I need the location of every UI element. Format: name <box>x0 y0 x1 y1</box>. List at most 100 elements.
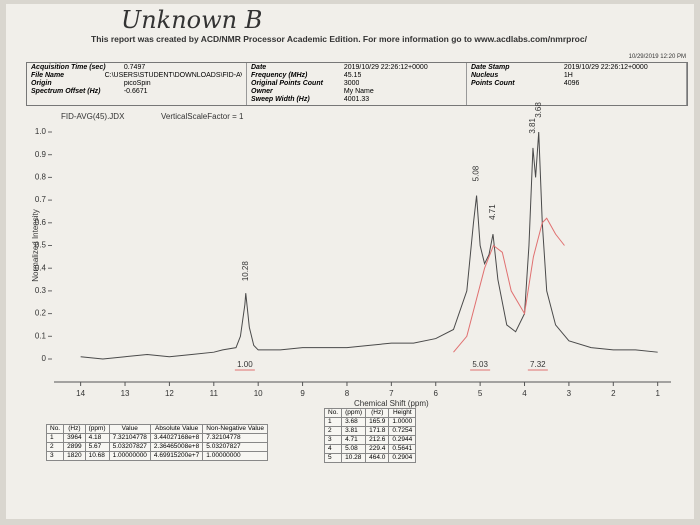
table-row: 3 4.71 212.6 0.2944 <box>323 435 417 445</box>
cell: 5.08 <box>341 444 367 454</box>
cell: 10.68 <box>84 451 110 461</box>
info-value: 45.15 <box>343 72 362 79</box>
chart-title: FID-AVG(45).JDX <box>61 112 125 121</box>
info-value: picoSpin <box>123 80 151 87</box>
cell: 4.18 <box>84 433 110 443</box>
x-tick-label: 10 <box>254 389 263 398</box>
cell: 0.2944 <box>388 435 417 445</box>
cell: 0.2904 <box>388 453 417 463</box>
info-label: File Name <box>31 72 65 79</box>
info-row: Frequency (MHz) 45.15 <box>251 72 462 80</box>
cell: 212.6 <box>365 435 390 445</box>
cell: 5.03207827 <box>108 442 151 452</box>
info-label: Date <box>251 64 267 71</box>
y-tick-label: 0.1 <box>35 331 47 340</box>
cell: 2 <box>323 426 343 436</box>
notice: This report was created by ACD/NMR Proce… <box>91 34 587 44</box>
info-value: 2019/10/29 22:26:12+0000 <box>343 64 428 71</box>
data-table: No. (Hz) (ppm) Value Absolute Value Non-Negat… <box>45 424 268 461</box>
info-column: Date Stamp 2019/10/29 22:26:12+0000 Nucleu… <box>467 63 687 105</box>
info-value: 4001.33 <box>343 96 370 103</box>
cell: 1.00000000 <box>202 451 268 461</box>
x-tick-label: 8 <box>345 389 350 398</box>
table-row: 2 3.81 171.8 0.7254 <box>323 426 417 436</box>
info-row: Nucleus 1H <box>471 72 682 80</box>
x-tick-label: 11 <box>210 389 219 398</box>
table-row: 1 3.68 165.9 1.0000 <box>323 417 417 427</box>
cell: 4 <box>323 444 343 454</box>
header-cell: Absolute Value <box>149 424 204 434</box>
info-row: Spectrum Offset (Hz) -0.6671 <box>31 88 242 96</box>
cell: 0.5641 <box>388 444 417 454</box>
x-tick-label: 1 <box>655 389 660 398</box>
x-tick-label: 2 <box>611 389 616 398</box>
info-row: File Name C:\USERS\STUDENT\DOWNLOADS\FID-… <box>31 72 242 80</box>
spectrum-line <box>453 217 565 353</box>
y-tick-label: 0.2 <box>35 309 47 318</box>
y-tick-label: 0.8 <box>35 173 47 182</box>
header-cell: Value <box>108 424 151 434</box>
info-row: Origin picoSpin <box>31 80 242 88</box>
header-cell: No. <box>323 408 343 418</box>
cell: 7.32104778 <box>202 433 268 443</box>
chart-subtitle: VerticalScaleFactor = 1 <box>161 112 244 121</box>
cell: 229.4 <box>365 444 390 454</box>
info-row: Acquisition Time (sec) 0.7497 <box>31 64 242 72</box>
info-label: Date Stamp <box>471 64 510 71</box>
cell: 4.71 <box>341 435 367 445</box>
x-tick-label: 9 <box>300 389 305 398</box>
cell: 7.32104778 <box>108 433 151 443</box>
x-tick-label: 4 <box>522 389 527 398</box>
header-cell: No. <box>45 424 65 434</box>
info-value: 0.7497 <box>123 64 146 71</box>
print-stamp: 10/29/2019 12:20 PM <box>628 54 686 60</box>
integral-label: 1.00 <box>237 360 253 369</box>
info-value: -0.6671 <box>123 88 148 95</box>
table-row: 5 10.28 464.0 0.2904 <box>323 453 417 463</box>
integral-label: 5.03 <box>472 360 488 369</box>
integral-label: 7.32 <box>530 360 546 369</box>
cell: 0.7254 <box>388 426 417 436</box>
header-cell: Non-Negative Value <box>202 424 268 434</box>
info-row: Sweep Width (Hz) 4001.33 <box>251 96 462 104</box>
info-label: Owner <box>251 88 273 95</box>
paper: Unknown B This report was created by ACD… <box>6 4 694 519</box>
y-tick-label: 0.7 <box>35 195 47 204</box>
cell: 2.36465008e+8 <box>149 442 204 452</box>
table-header: No. (Hz) (ppm) Value Absolute Value Non-Negat… <box>45 424 268 434</box>
cell: 3.44027168e+8 <box>149 433 204 443</box>
y-tick-label: 0.3 <box>35 286 47 295</box>
info-label: Sweep Width (Hz) <box>251 96 310 103</box>
info-label: Nucleus <box>471 72 499 79</box>
info-label: Points Count <box>471 80 515 87</box>
cell: 1 <box>45 433 65 443</box>
info-label: Acquisition Time (sec) <box>31 64 106 71</box>
table-row: 2 2899 5.67 5.03207827 2.36465008e+8 5.032078… <box>45 442 268 452</box>
cell: 1820 <box>63 451 86 461</box>
peak-label: 3.81 <box>528 118 537 134</box>
header-cell: (ppm) <box>84 424 110 434</box>
info-column: Acquisition Time (sec) 0.7497 File Name C:\… <box>27 63 247 105</box>
cell: 3 <box>45 451 65 461</box>
info-label: Original Points Count <box>251 80 323 87</box>
y-tick-label: 1.0 <box>35 127 47 136</box>
info-row: Date Stamp 2019/10/29 22:26:12+0000 <box>471 64 682 72</box>
x-tick-label: 7 <box>389 389 394 398</box>
handwritten-title: Unknown B <box>121 6 263 34</box>
x-tick-label: 6 <box>434 389 439 398</box>
cell: 3964 <box>63 433 86 443</box>
peak-label: 5.08 <box>472 165 481 181</box>
info-column: Date 2019/10/29 22:26:12+0000 Frequency (M… <box>247 63 467 105</box>
y-tick-label: 0 <box>42 354 47 363</box>
info-value: 4096 <box>563 80 580 87</box>
x-tick-label: 14 <box>76 389 85 398</box>
header-cell: (Hz) <box>63 424 86 434</box>
cell: 2 <box>45 442 65 452</box>
cell: 1.0000 <box>388 417 417 427</box>
cell: 5.03207827 <box>202 442 268 452</box>
info-row: Points Count 4096 <box>471 80 682 88</box>
cell: 171.8 <box>365 426 390 436</box>
peak-label: 10.28 <box>241 261 250 282</box>
info-value: 3000 <box>343 80 360 87</box>
x-tick-label: 13 <box>121 389 130 398</box>
